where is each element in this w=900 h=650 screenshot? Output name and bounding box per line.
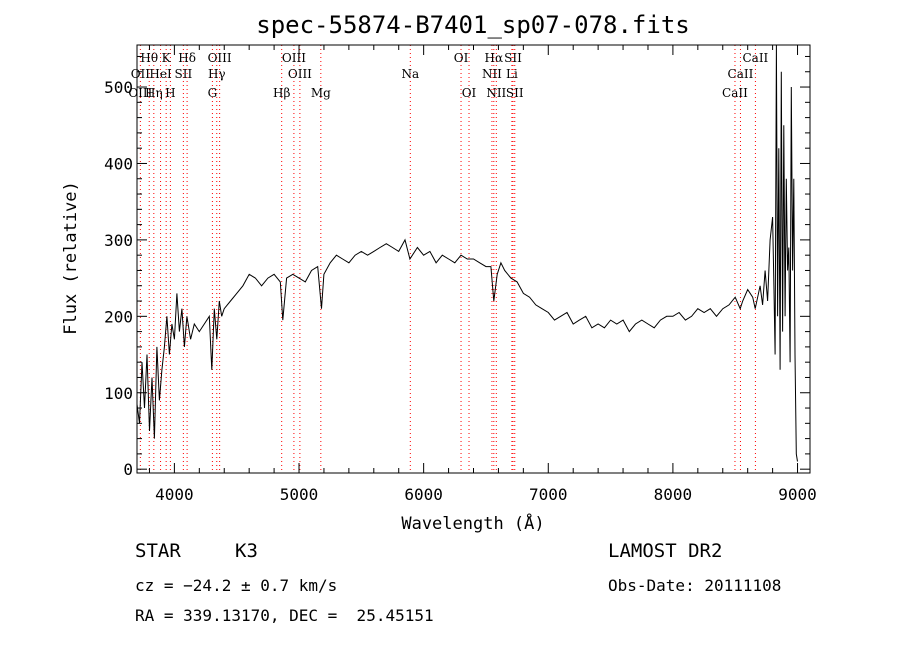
line-label: SII (506, 86, 524, 100)
sky-coordinates: RA = 339.13170, DEC = 25.45151 (135, 606, 434, 625)
y-tick-label: 400 (104, 154, 133, 173)
line-label: OIII (128, 86, 152, 100)
line-label: OIII (288, 67, 312, 81)
y-tick-label: 0 (123, 460, 133, 479)
y-tick-label: 100 (104, 384, 133, 403)
line-label: SII (175, 67, 193, 81)
line-label: Na (401, 67, 419, 81)
line-label: H (165, 86, 175, 100)
line-label: Hα (485, 51, 504, 65)
line-label: CaII (742, 51, 768, 65)
line-label: CaII (728, 67, 754, 81)
line-label: HeI (149, 67, 172, 81)
line-label: Hθ (140, 51, 158, 65)
line-label: SII (504, 51, 522, 65)
axis-ticks: 4000 5000 6000 7000 8000 9000 0 100 200 300 400 500 (104, 45, 817, 504)
y-tick-label: 300 (104, 231, 133, 250)
spectral-subclass: K3 (235, 540, 258, 562)
y-axis-label: Flux (relative) (61, 181, 81, 335)
line-label: G (208, 86, 218, 100)
observation-date: Obs-Date: 20111108 (608, 576, 782, 595)
line-label: CaII (722, 86, 748, 100)
line-label: OIII (282, 51, 306, 65)
line-label: K (162, 51, 172, 65)
x-tick-label: 7000 (529, 485, 568, 504)
line-label: NII (482, 67, 502, 81)
x-tick-label: 6000 (404, 485, 443, 504)
y-tick-label: 500 (104, 78, 133, 97)
y-tick-label: 200 (104, 307, 133, 326)
redshift-cz: cz = −24.2 ± 0.7 km/s (135, 576, 338, 595)
object-type: STAR (135, 540, 181, 562)
x-tick-label: 9000 (778, 485, 817, 504)
x-tick-label: 8000 (654, 485, 693, 504)
spectrum-line (136, 44, 798, 462)
line-label: Hβ (273, 86, 290, 100)
line-label: OI (454, 51, 469, 65)
line-label: OII (131, 67, 151, 81)
line-label: OI (462, 86, 477, 100)
x-tick-label: 5000 (280, 485, 319, 504)
line-label: OIII (208, 51, 232, 65)
line-label: Hδ (178, 51, 196, 65)
line-label: Mg (311, 86, 331, 100)
line-label: NII (486, 86, 506, 100)
line-label: Hη (145, 86, 163, 100)
line-label: Li (506, 67, 518, 81)
survey-name: LAMOST DR2 (608, 540, 723, 562)
chart-title: spec-55874-B7401_sp07-078.fits (256, 11, 689, 39)
line-label: Hγ (208, 67, 226, 81)
x-tick-label: 4000 (155, 485, 194, 504)
x-axis-label: Wavelength (Å) (401, 512, 544, 534)
